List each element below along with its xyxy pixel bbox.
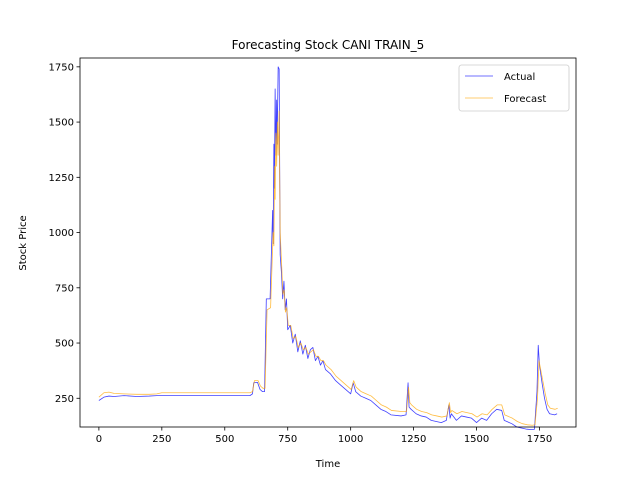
y-tick-label: 1000 bbox=[49, 228, 74, 239]
y-tick-label: 500 bbox=[55, 339, 74, 350]
y-tick-label: 1500 bbox=[49, 118, 74, 129]
x-tick-label: 1000 bbox=[338, 434, 363, 445]
y-tick-label: 250 bbox=[55, 394, 74, 405]
y-axis-label: Stock Price bbox=[18, 215, 29, 270]
x-tick-label: 500 bbox=[215, 434, 234, 445]
axes-frame bbox=[79, 57, 577, 428]
legend-label-forecast: Forecast bbox=[504, 94, 546, 105]
x-tick-label: 750 bbox=[278, 434, 297, 445]
x-tick-label: 0 bbox=[96, 434, 102, 445]
plot-area: 0 250 500 750 1000 1250 1500 1750 250 500 750 1000 1… bbox=[49, 57, 577, 445]
y-tick-label: 1750 bbox=[49, 62, 74, 73]
x-tick-label: 250 bbox=[152, 434, 171, 445]
x-axis-label: Time bbox=[315, 459, 340, 470]
series-line-forecast bbox=[98, 110, 558, 426]
x-tick-label: 1250 bbox=[401, 434, 426, 445]
legend-box bbox=[458, 64, 570, 112]
series-line-actual bbox=[98, 66, 558, 431]
chart-title: Forecasting Stock CANI TRAIN_5 bbox=[232, 38, 425, 52]
x-tick-label: 1500 bbox=[464, 434, 489, 445]
x-tick-label: 1750 bbox=[527, 434, 552, 445]
legend-label-actual: Actual bbox=[504, 72, 535, 83]
y-tick-label: 1250 bbox=[49, 173, 74, 184]
y-tick-label: 750 bbox=[55, 283, 74, 294]
